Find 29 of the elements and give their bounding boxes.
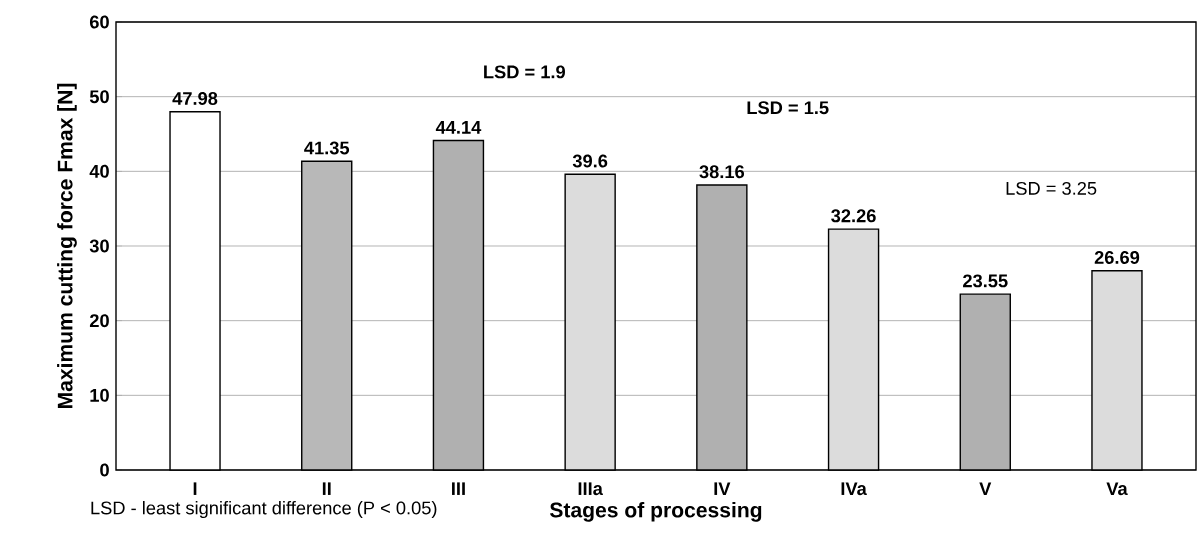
y-tick-label: 50 [89, 90, 109, 104]
data-label: 32.26 [831, 209, 876, 223]
x-tick-label: II [322, 482, 331, 495]
data-label: 39.6 [572, 154, 608, 168]
data-label: 47.98 [172, 92, 218, 105]
y-tick-label: 30 [89, 239, 109, 253]
data-label: 41.35 [304, 141, 350, 155]
x-tick-label: IVa [841, 482, 867, 496]
data-label: 38.16 [699, 165, 745, 179]
data-label: 26.69 [1094, 250, 1140, 264]
x-tick-label: IIIa [578, 482, 603, 496]
x-tick-label: Va [1106, 482, 1128, 496]
text: LSD - least significant difference (P < 0.05) [91, 501, 437, 519]
y-tick-label: 40 [89, 164, 109, 178]
x-tick-label: IV [714, 482, 731, 495]
annotation: LSD = 3.25 [1006, 181, 1097, 195]
data-label: 44.14 [435, 121, 482, 134]
y-tick-label: 60 [89, 15, 109, 29]
y-tick-label: 20 [89, 314, 109, 328]
x-tick-label: V [979, 482, 992, 495]
y-axis-title: Maximum cutting force Fmax [N] [57, 83, 77, 409]
x-tick-label: I [193, 482, 197, 495]
x-axis-title: Stages of processing [549, 501, 762, 522]
annotation: LSD = 1.5 [747, 101, 829, 115]
x-tick-label: III [452, 482, 465, 495]
y-tick-label: 0 [100, 463, 109, 477]
data-label: 23.55 [963, 274, 1008, 288]
y-tick-label: 10 [90, 388, 109, 402]
annotation: LSD = 1.9 [484, 65, 565, 79]
